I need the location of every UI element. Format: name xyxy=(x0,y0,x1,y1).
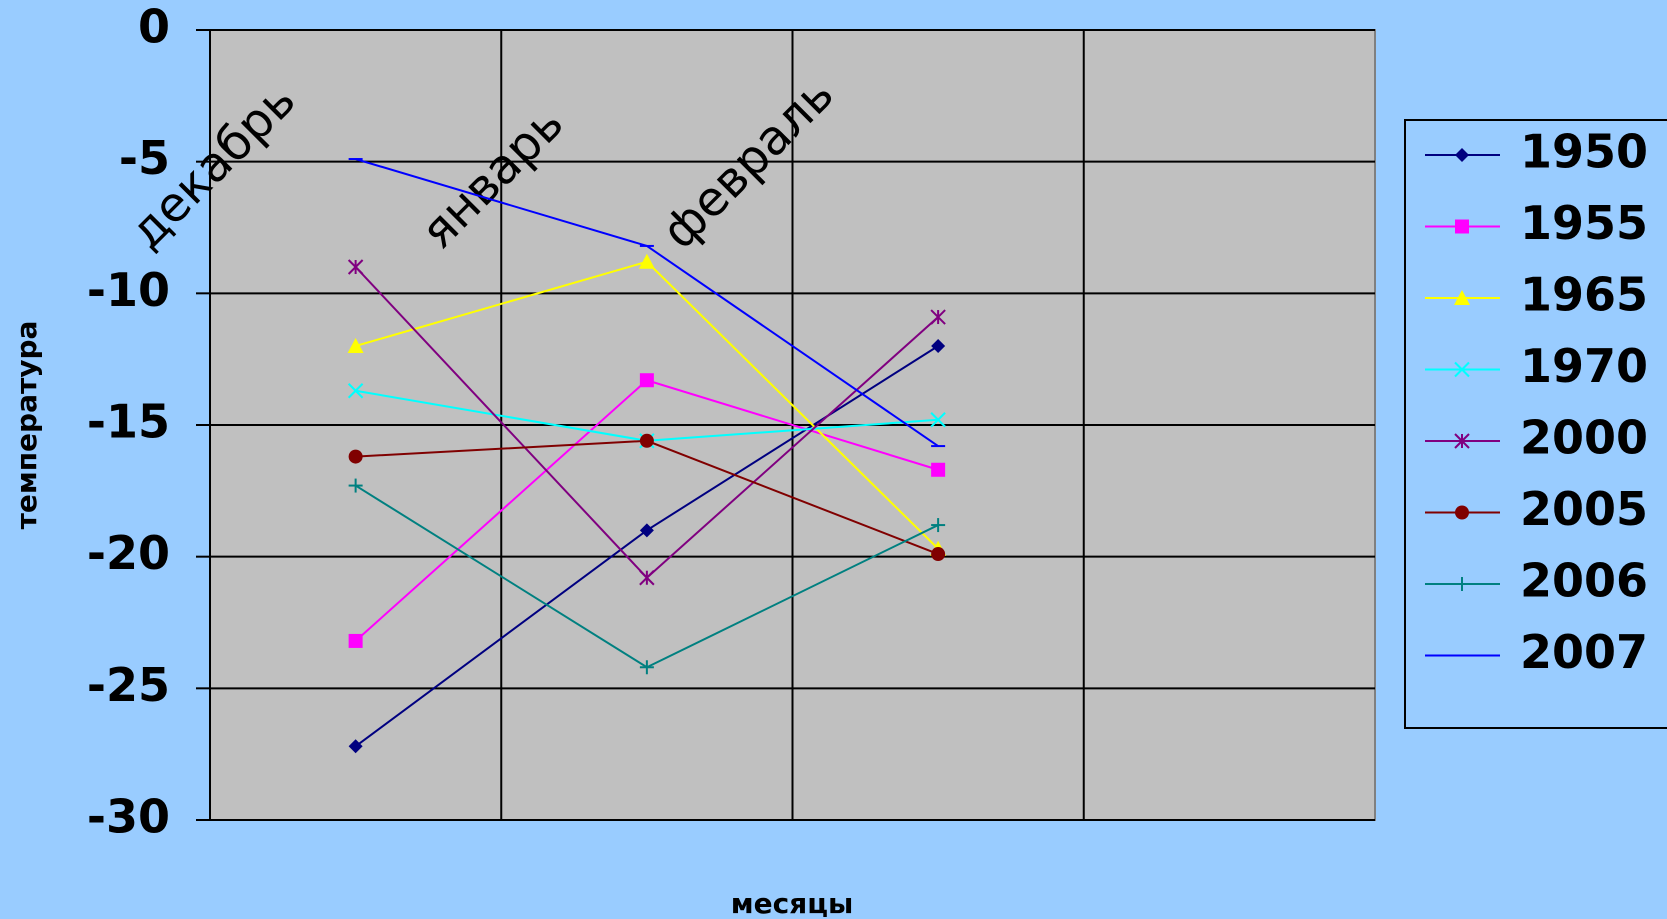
marker xyxy=(1455,148,1469,162)
marker xyxy=(639,660,654,675)
marker-stroke xyxy=(347,383,364,399)
marker-shape xyxy=(639,373,654,388)
legend-label: 2007 xyxy=(1520,625,1648,679)
legend-label: 1950 xyxy=(1520,125,1648,179)
marker xyxy=(348,739,363,754)
legend-label: 2006 xyxy=(1520,554,1648,608)
marker-shape xyxy=(1455,219,1469,234)
marker xyxy=(639,523,654,538)
marker xyxy=(1455,219,1469,234)
marker-shape xyxy=(931,547,946,562)
y-tick-label: 0 xyxy=(138,0,170,54)
y-tick-label: -30 xyxy=(87,790,170,844)
marker xyxy=(1454,290,1470,305)
marker-shape xyxy=(639,523,654,538)
marker xyxy=(348,449,363,464)
marker-shape xyxy=(638,253,655,269)
marker xyxy=(1454,433,1470,449)
marker xyxy=(347,259,364,275)
marker xyxy=(931,339,946,353)
marker-shape xyxy=(931,339,946,353)
marker-shape xyxy=(347,338,364,353)
marker xyxy=(930,309,946,325)
legend-label: 1955 xyxy=(1520,196,1648,250)
y-tick-label: -25 xyxy=(87,658,170,712)
marker-shape xyxy=(931,462,946,477)
legend-label: 2005 xyxy=(1520,482,1648,536)
marker-shape xyxy=(348,449,363,464)
marker-stroke xyxy=(1454,361,1470,378)
marker xyxy=(639,570,655,586)
legend-label: 2000 xyxy=(1520,411,1648,465)
marker-shape xyxy=(348,633,363,648)
marker xyxy=(348,478,363,493)
y-tick-label: -20 xyxy=(87,526,170,580)
marker xyxy=(639,433,654,448)
marker-shape xyxy=(639,433,654,448)
marker xyxy=(347,338,364,353)
y-tick-label: -5 xyxy=(119,131,170,185)
marker-stroke xyxy=(930,412,946,428)
marker-shape xyxy=(1455,505,1469,520)
y-tick-label: -15 xyxy=(87,395,170,449)
marker xyxy=(931,462,946,477)
legend-box xyxy=(1404,119,1667,729)
legend-label: 1965 xyxy=(1520,268,1648,322)
x-axis-label: месяцы xyxy=(731,887,854,919)
marker xyxy=(930,412,946,428)
marker xyxy=(931,547,946,562)
marker xyxy=(1454,361,1470,378)
marker xyxy=(639,373,654,388)
marker xyxy=(638,253,655,269)
marker-shape xyxy=(348,739,363,754)
y-tick-label: -10 xyxy=(87,263,170,317)
marker xyxy=(931,518,946,533)
marker xyxy=(1455,505,1469,520)
marker xyxy=(1455,577,1469,591)
marker xyxy=(347,383,364,399)
marker-shape xyxy=(1455,148,1469,162)
legend-label: 1970 xyxy=(1520,339,1648,393)
y-axis-label: температура xyxy=(10,321,43,530)
marker xyxy=(348,633,363,648)
marker-shape xyxy=(1454,290,1470,305)
